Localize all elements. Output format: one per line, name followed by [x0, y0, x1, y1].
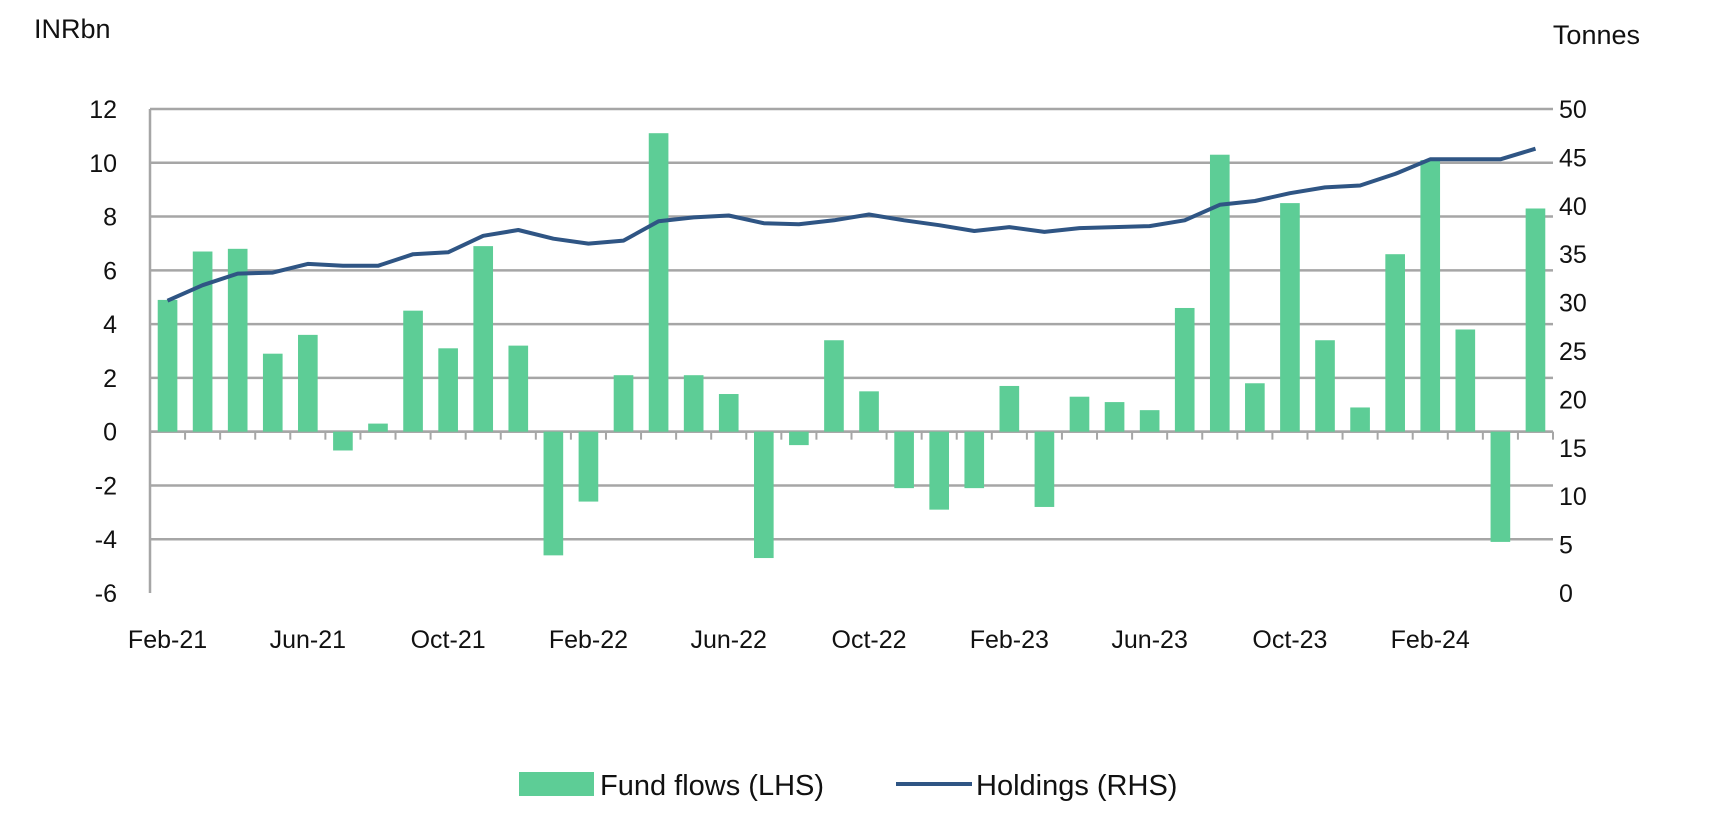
x-tick-label: Feb-21: [128, 626, 207, 654]
left-y-tick-label: -6: [95, 580, 117, 608]
bar-nov-21: [473, 246, 494, 432]
left-y-tick-label: 12: [89, 96, 117, 124]
bar-jun-21: [298, 334, 318, 432]
bar-feb-21: [157, 299, 178, 432]
left-y-tick-label: 4: [103, 311, 117, 339]
right-y-tick-label: 15: [1559, 435, 1587, 463]
bar-oct-21: [438, 348, 458, 432]
bar-jan-24: [1385, 254, 1405, 432]
bar-dec-22: [929, 431, 950, 510]
bar-mar-23: [1034, 431, 1055, 507]
bar-oct-23: [1280, 203, 1300, 432]
bar-jan-23: [964, 431, 985, 489]
bar-apr-23: [1069, 396, 1090, 432]
x-tick-label: Oct-21: [411, 626, 486, 654]
left-y-tick-label: 0: [103, 419, 117, 447]
legend-swatch-fund-flows: [519, 772, 594, 796]
bar-aug-22: [789, 431, 809, 446]
left-y-tick-label: 6: [103, 257, 117, 285]
x-tick-label: Feb-24: [1391, 626, 1470, 654]
x-tick-label: Jun-23: [1111, 626, 1187, 654]
bar-may-22: [683, 375, 704, 432]
left-axis-unit: INRbn: [34, 14, 111, 44]
bar-sep-22: [824, 340, 844, 432]
fund-flow-bars: [157, 133, 1546, 559]
x-tick-label: Feb-23: [970, 626, 1049, 654]
bar-oct-22: [859, 391, 879, 432]
bar-mar-24: [1455, 329, 1476, 432]
bar-apr-21: [227, 248, 248, 432]
bar-may-21: [262, 353, 283, 432]
right-y-tick-label: 20: [1559, 386, 1587, 414]
bar-mar-22: [613, 375, 634, 432]
right-axis-unit: Tonnes: [1553, 20, 1640, 50]
gridlines: [149, 107, 1554, 541]
right-y-tick-label: 35: [1559, 241, 1587, 269]
right-y-tick-label: 5: [1559, 532, 1573, 560]
left-y-tick-label: -2: [95, 472, 117, 500]
bar-feb-24: [1420, 160, 1441, 432]
x-tick-label: Oct-22: [832, 626, 907, 654]
bar-apr-22: [648, 133, 669, 432]
bar-may-23: [1104, 402, 1125, 432]
x-tick-label: Jun-21: [270, 626, 346, 654]
left-y-tick-label: 10: [89, 150, 117, 178]
holdings-line-group: [166, 146, 1537, 303]
bar-feb-22: [578, 431, 599, 502]
bar-mar-21: [192, 251, 213, 432]
left-y-tick-labels: 12 10 8 6 4 2 0 -2 -4 -6: [89, 96, 117, 608]
bar-apr-24: [1490, 431, 1511, 542]
right-y-tick-label: 0: [1559, 580, 1573, 608]
right-y-tick-label: 25: [1559, 338, 1587, 366]
bar-sep-21: [403, 310, 423, 432]
right-y-tick-label: 40: [1559, 193, 1587, 221]
right-y-tick-label: 50: [1559, 96, 1587, 124]
bar-jul-23: [1174, 307, 1195, 432]
legend-label-fund-flows: Fund flows (LHS): [600, 770, 824, 802]
bar-aug-21: [368, 423, 388, 432]
holdings-line: [166, 146, 1537, 303]
legend-label-holdings: Holdings (RHS): [976, 770, 1177, 802]
bar-jul-21: [333, 431, 353, 451]
bar-jun-23: [1139, 410, 1160, 432]
right-y-tick-label: 30: [1559, 290, 1587, 318]
bar-dec-23: [1350, 407, 1370, 432]
left-y-tick-label: -4: [95, 526, 117, 554]
legend: Fund flows (LHS) Holdings (RHS): [519, 770, 1177, 802]
bar-jun-22: [718, 394, 739, 432]
x-tick-label: Jun-22: [691, 626, 767, 654]
bar-nov-22: [894, 431, 914, 489]
bar-nov-23: [1315, 340, 1335, 432]
bar-jan-22: [543, 431, 564, 556]
x-tick-label: Feb-22: [549, 626, 628, 654]
x-tick-labels: Feb-21 Jun-21 Oct-21 Feb-22 Jun-22 Oct-22 Feb-…: [128, 626, 1470, 654]
x-tick-label: Oct-23: [1252, 626, 1327, 654]
bar-jul-22: [753, 431, 774, 559]
bar-may-24: [1525, 208, 1546, 432]
bar-sep-23: [1245, 383, 1265, 432]
bar-feb-23: [999, 385, 1020, 432]
bar-dec-21: [508, 345, 529, 432]
right-y-tick-label: 45: [1559, 144, 1587, 172]
left-y-tick-label: 2: [103, 365, 117, 393]
left-y-tick-label: 8: [103, 204, 117, 232]
right-y-tick-label: 10: [1559, 483, 1587, 511]
bar-aug-23: [1209, 154, 1230, 432]
